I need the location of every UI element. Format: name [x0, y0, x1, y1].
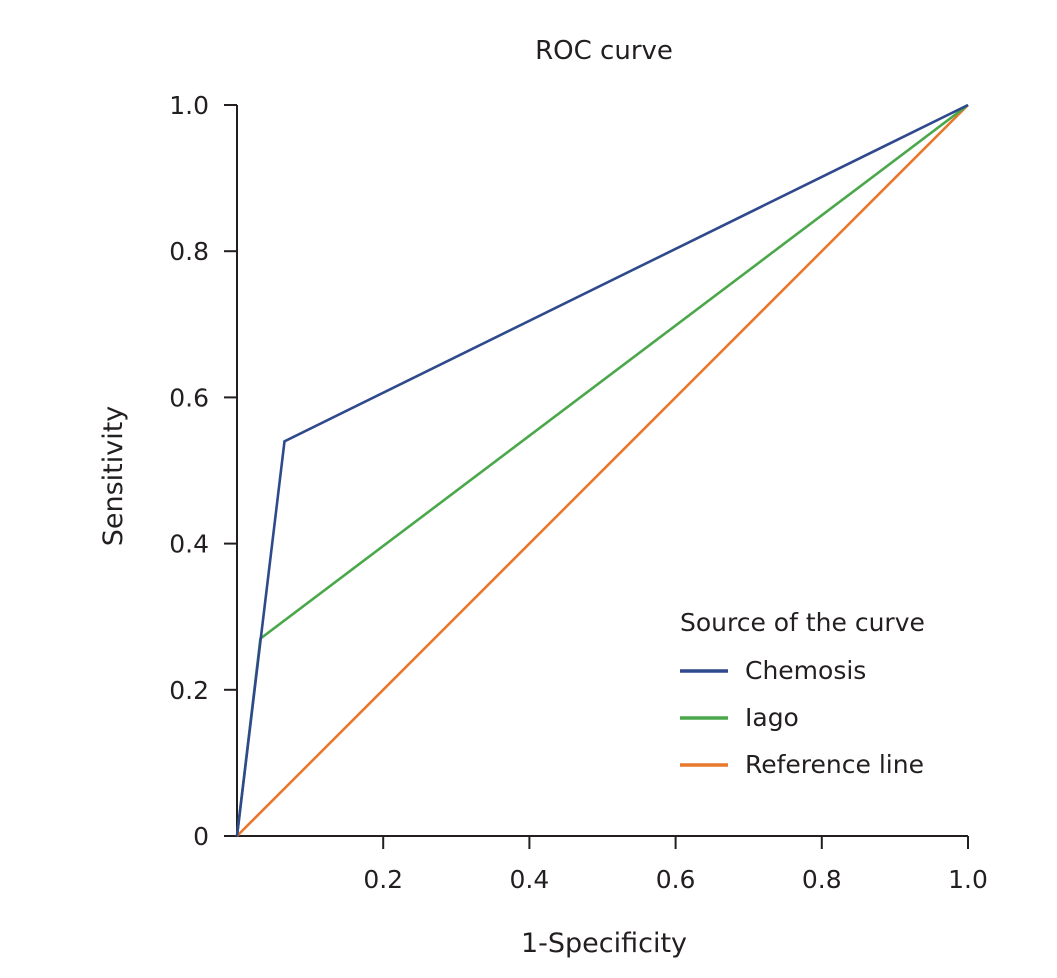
- y-tick-label: 0.6: [169, 383, 209, 412]
- x-axis-title: 1-Specificity: [521, 928, 687, 959]
- x-tick-label: 0.8: [802, 865, 842, 894]
- legend-label-chemosis: Chemosis: [745, 656, 866, 685]
- chart-title: ROC curve: [535, 36, 673, 66]
- y-ticks: 0 0.2 0.4 0.6 0.8 1.0: [169, 91, 237, 851]
- x-tick-label: 0.2: [363, 865, 403, 894]
- y-tick-label: 0.2: [169, 676, 209, 705]
- y-axis-title: Sensitivity: [98, 406, 129, 547]
- x-tick-label: 0.4: [510, 865, 550, 894]
- legend-label-iago: Iago: [745, 703, 799, 732]
- x-tick-label: 0.6: [656, 865, 696, 894]
- x-ticks: 0.2 0.4 0.6 0.8 1.0: [363, 836, 988, 894]
- y-tick-label: 0: [193, 822, 209, 851]
- x-tick-label: 1.0: [948, 865, 988, 894]
- y-tick-label: 0.4: [169, 530, 209, 559]
- y-tick-label: 0.8: [169, 237, 209, 266]
- legend: Source of the curve Chemosis Iago Referenc…: [680, 608, 925, 779]
- series-lines: [235, 103, 969, 837]
- series-line-reference-line: [236, 104, 969, 837]
- legend-title: Source of the curve: [680, 608, 925, 637]
- series-line-chemosis: [235, 103, 969, 837]
- axes: [236, 105, 968, 837]
- legend-label-reference-line: Reference line: [745, 750, 924, 779]
- y-tick-label: 1.0: [169, 91, 209, 120]
